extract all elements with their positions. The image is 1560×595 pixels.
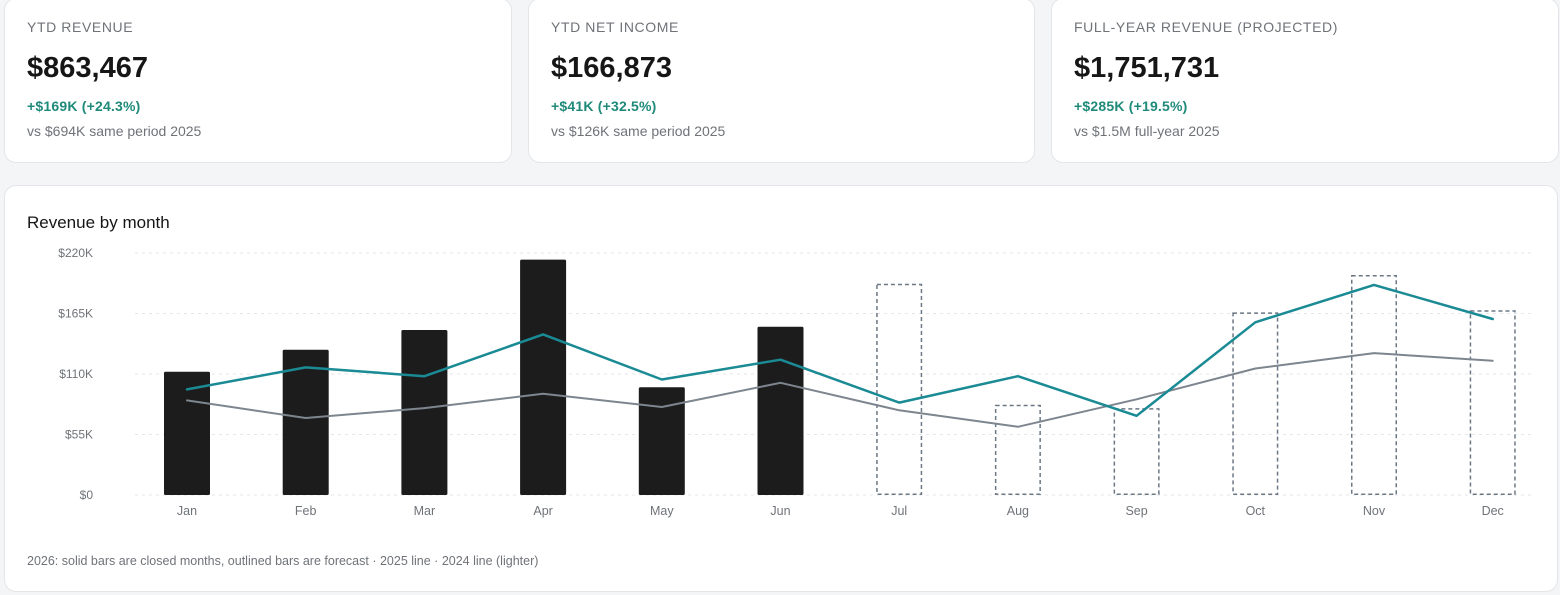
kpi-value: $166,873 (551, 52, 672, 84)
bar-actual (401, 330, 448, 495)
kpi-comparison: vs $694K same period 2025 (27, 123, 202, 139)
x-tick-label: Aug (1007, 504, 1029, 518)
bar-actual (757, 326, 804, 495)
bar-forecast (1469, 310, 1516, 495)
revenue-chart: $0 $55K $110K $165K $220K Jan Feb Mar Apr May Jun J… (58, 246, 1533, 518)
line-2025 (185, 283, 1494, 418)
chart-footnote: 2026: solid bars are closed months, outl… (27, 554, 539, 568)
kpi-card-ytd-net-income: YTD NET INCOME $166,873 +$41K (+32.5%) v… (528, 0, 1035, 163)
bar-forecast (876, 283, 923, 495)
bar-forecast (1232, 312, 1279, 496)
x-tick-label: Jan (177, 504, 197, 518)
x-tick-label: Apr (533, 504, 552, 518)
kpi-card-full-year-revenue: FULL-YEAR REVENUE (PROJECTED) $1,751,731… (1051, 0, 1559, 163)
kpi-value: $1,751,731 (1074, 52, 1220, 84)
x-tick-label: Nov (1363, 504, 1386, 518)
kpi-comparison: vs $1.5M full-year 2025 (1074, 123, 1220, 139)
line-2024 (186, 352, 1494, 428)
kpi-delta: +$41K (+32.5%) (551, 98, 657, 114)
x-tick-label: May (650, 504, 674, 518)
chart-title: Revenue by month (27, 213, 170, 232)
y-tick-label: $220K (58, 246, 93, 260)
kpi-label: YTD REVENUE (27, 19, 134, 35)
bar-forecast (1351, 275, 1397, 495)
y-tick-label: $110K (59, 367, 93, 381)
bar-actual (520, 259, 567, 495)
kpi-delta: +$169K (+24.3%) (27, 98, 141, 114)
x-tick-label: Sep (1125, 504, 1147, 518)
kpi-label: FULL-YEAR REVENUE (PROJECTED) (1074, 19, 1338, 35)
bar-forecast (1113, 408, 1160, 496)
bar-actual (638, 387, 685, 495)
y-tick-label: $165K (58, 307, 93, 321)
x-tick-label: Mar (414, 504, 436, 518)
x-tick-label: Jun (770, 504, 790, 518)
y-tick-label: $55K (65, 428, 93, 442)
x-tick-label: Dec (1482, 504, 1504, 518)
revenue-by-month-card: Revenue by month $0 $55K $110K $165K $220K Ja… (4, 185, 1558, 592)
kpi-value: $863,467 (27, 52, 148, 84)
x-tick-label: Oct (1246, 504, 1266, 518)
x-tick-label: Jul (891, 504, 907, 518)
kpi-card-ytd-revenue: YTD REVENUE $863,467 +$169K (+24.3%) vs … (4, 0, 512, 163)
kpi-label: YTD NET INCOME (551, 19, 679, 35)
y-tick-label: $0 (80, 488, 94, 502)
x-tick-label: Feb (295, 504, 317, 518)
bar-forecast (994, 404, 1041, 495)
kpi-comparison: vs $126K same period 2025 (551, 123, 726, 139)
bar-actual (282, 349, 329, 495)
kpi-delta: +$285K (+19.5%) (1074, 98, 1188, 114)
